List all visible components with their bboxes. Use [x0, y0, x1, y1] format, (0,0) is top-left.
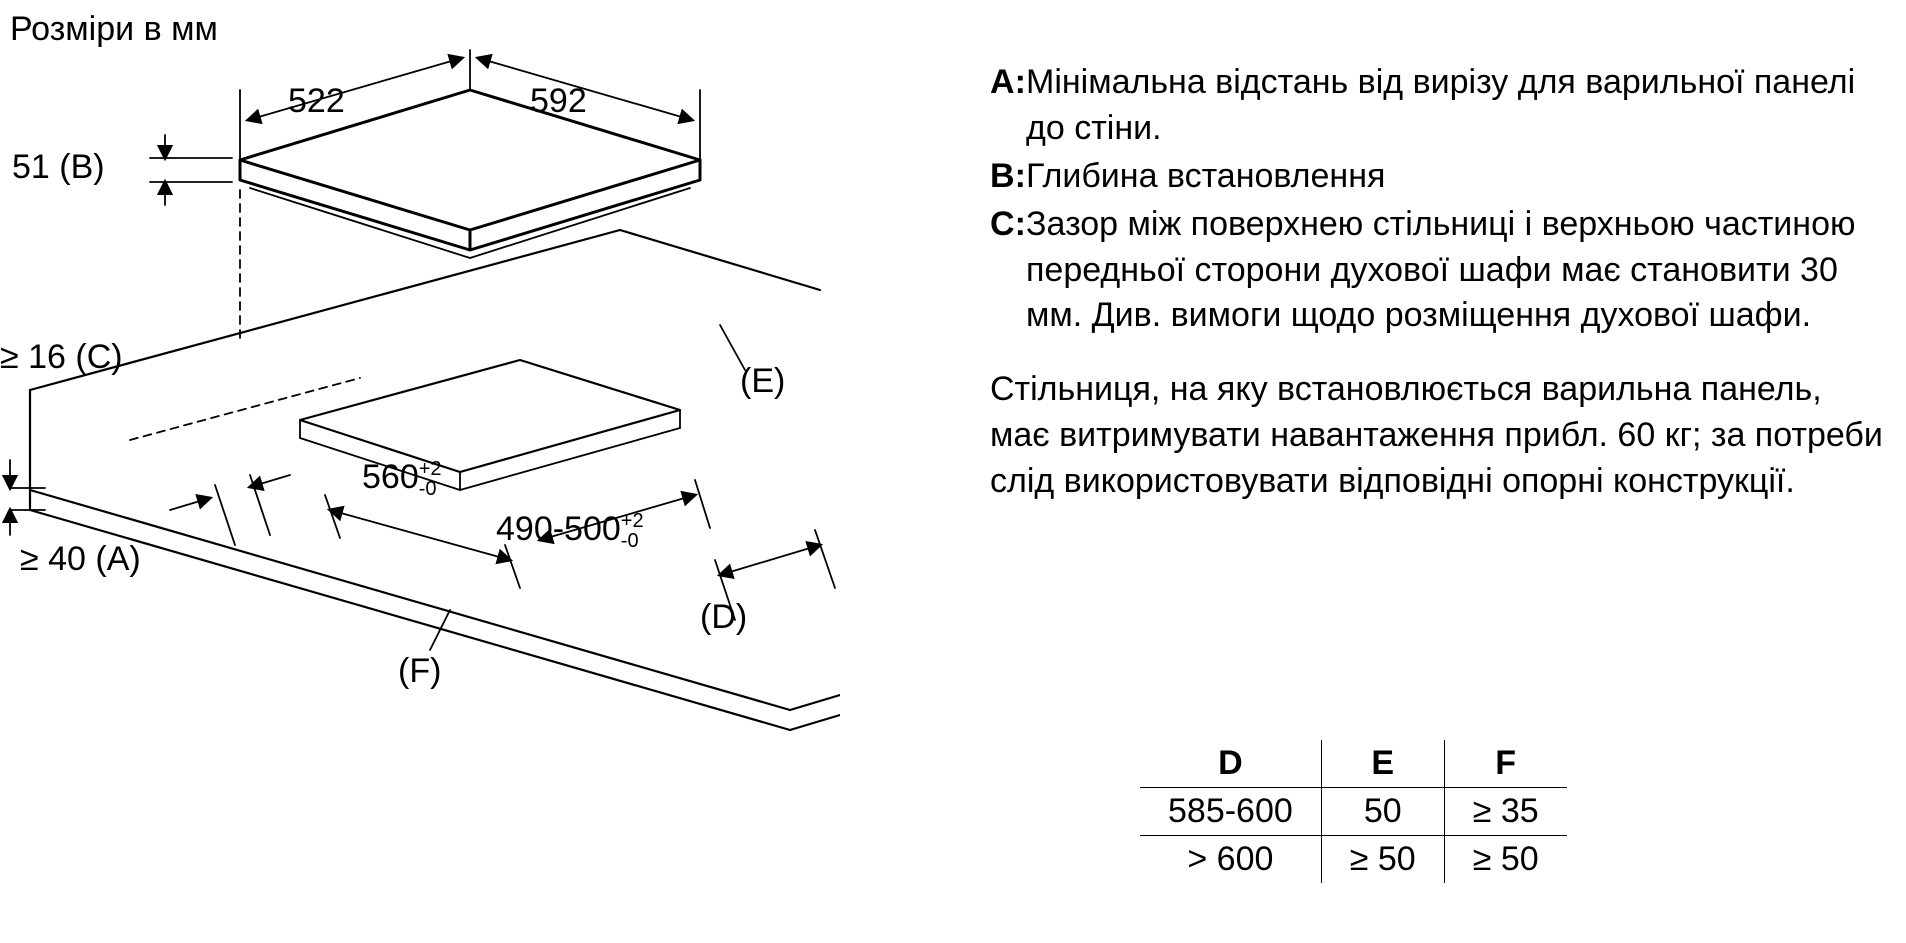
- dimension-table: D E F 585-600 50 ≥ 35 > 600 ≥ 50 ≥ 50: [1140, 740, 1567, 883]
- dim-label-height-b: 51 (B): [12, 148, 105, 187]
- installation-diagram: 522 592 51 (B) ≥ 16 (C) ≥ 40 (A) 560+2-0…: [0, 40, 840, 740]
- legend-item: B: Глибина встановлення: [990, 154, 1890, 200]
- dim-label-depth: 522: [288, 82, 345, 121]
- table-header: F: [1444, 740, 1566, 788]
- table-row: 585-600 50 ≥ 35: [1140, 788, 1567, 836]
- legend-note: Стільниця, на яку встановлюється варильн…: [990, 367, 1890, 505]
- legend: A: Мінімальна відстань від вирізу для ва…: [990, 60, 1890, 505]
- dim-label-width: 592: [530, 82, 587, 121]
- dim-label-cutout-d: 490-500+2-0: [496, 510, 644, 551]
- table-row: > 600 ≥ 50 ≥ 50: [1140, 836, 1567, 884]
- ref-label-e: (E): [740, 362, 785, 401]
- dim-label-gap-a: ≥ 40 (A): [20, 540, 141, 579]
- dim-label-thickness-c: ≥ 16 (C): [0, 338, 123, 377]
- legend-item: A: Мінімальна відстань від вирізу для ва…: [990, 60, 1890, 152]
- ref-label-f: (F): [398, 652, 441, 691]
- ref-label-d: (D): [700, 598, 747, 637]
- legend-item: C: Зазор між поверхнею стільниці і верхн…: [990, 202, 1890, 340]
- table-header: E: [1321, 740, 1444, 788]
- dim-label-cutout-w: 560+2-0: [362, 458, 442, 499]
- table-header: D: [1140, 740, 1321, 788]
